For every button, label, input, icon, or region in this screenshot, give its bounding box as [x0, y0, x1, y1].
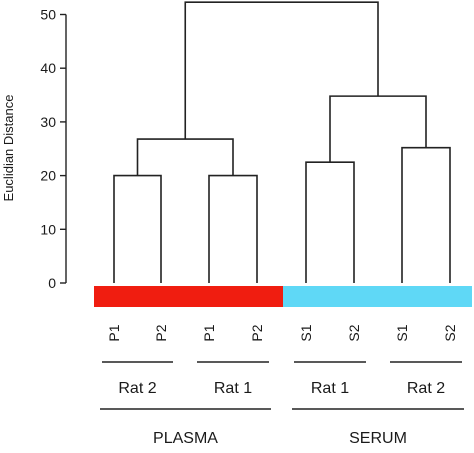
- leaf-label: S2: [346, 324, 362, 341]
- dendrogram-link-E: [136, 138, 234, 176]
- rat-group-label: Rat 2: [407, 380, 445, 397]
- leaf-label: S1: [394, 324, 410, 341]
- y-tick-label: 20: [40, 168, 56, 184]
- leaf-label: S1: [298, 324, 314, 341]
- rat-group-label: Rat 1: [214, 380, 252, 397]
- rat-group-labels: Rat 2 Rat 1 Rat 1 Rat 2: [102, 361, 462, 397]
- sample-type-label: PLASMA: [153, 430, 218, 447]
- y-axis: 0 10 20 30 40 50: [40, 7, 67, 291]
- sample-type-labels: PLASMA SERUM: [100, 408, 464, 447]
- dendrogram-link-D: [401, 146, 451, 283]
- color-bar-plasma: [94, 286, 283, 307]
- dendrogram-link-B: [208, 174, 258, 283]
- leaf-label: P2: [153, 324, 169, 341]
- leaf-label: P1: [106, 324, 122, 341]
- dendrogram-link-G: [184, 1, 379, 140]
- rat-group-label: Rat 2: [118, 380, 156, 397]
- y-tick-label: 50: [40, 7, 56, 23]
- leaf-labels: P1 P2 P1 P2 S1 S2 S1 S2: [106, 324, 458, 341]
- dendrogram-link-A: [113, 174, 162, 283]
- leaf-label: P2: [249, 324, 265, 341]
- dendrogram-link-C: [305, 161, 355, 283]
- rat-group-label: Rat 1: [311, 380, 349, 397]
- dendrogram-links: [113, 1, 451, 283]
- y-tick-label: 10: [40, 221, 56, 237]
- color-bar-serum: [283, 286, 472, 307]
- leaf-label: P1: [201, 324, 217, 341]
- y-tick-label: 30: [40, 114, 56, 130]
- sample-type-label: SERUM: [349, 430, 407, 447]
- leaf-label: S2: [442, 324, 458, 341]
- y-axis-label: Euclidian Distance: [1, 95, 16, 202]
- y-tick-label: 0: [48, 275, 56, 291]
- sample-type-color-bar: [94, 286, 472, 307]
- dendrogram-link-F: [329, 95, 427, 163]
- y-tick-label: 40: [40, 60, 56, 76]
